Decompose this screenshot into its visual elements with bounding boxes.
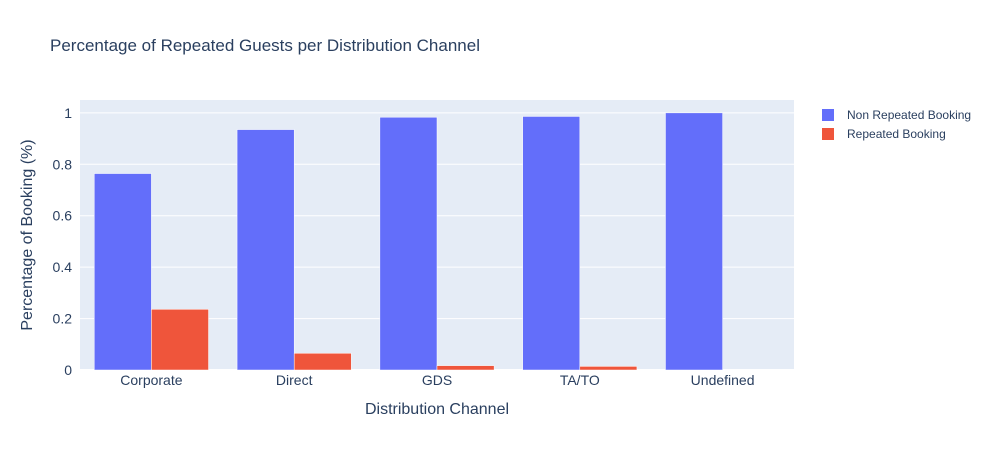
bar-non-repeated-booking-undefined[interactable] — [665, 112, 723, 371]
y-tick-label: 0.6 — [53, 208, 73, 224]
x-tick-label: GDS — [422, 372, 452, 388]
y-tick-label: 0.8 — [53, 156, 73, 172]
x-tick-label: Direct — [276, 372, 313, 388]
chart-title: Percentage of Repeated Guests per Distri… — [50, 36, 480, 55]
bar-repeated-booking-gds[interactable] — [436, 365, 495, 371]
legend[interactable]: Non Repeated Booking Repeated Booking — [822, 108, 971, 141]
legend-swatch[interactable] — [822, 128, 834, 140]
legend-label[interactable]: Non Repeated Booking — [847, 108, 971, 122]
bar-repeated-booking-direct[interactable] — [293, 353, 352, 371]
bar-non-repeated-booking-ta-to[interactable] — [522, 116, 581, 371]
legend-label[interactable]: Repeated Booking — [847, 127, 946, 141]
x-axis-ticks: Corporate Direct GDS TA/TO Undefined — [120, 372, 754, 388]
bars — [94, 112, 723, 371]
legend-swatch[interactable] — [822, 109, 834, 121]
bar-non-repeated-booking-gds[interactable] — [379, 116, 438, 371]
y-axis-title: Percentage of Booking (%) — [19, 139, 36, 330]
bar-repeated-booking-corporate[interactable] — [151, 309, 209, 371]
bar-non-repeated-booking-corporate[interactable] — [94, 173, 152, 371]
bar-non-repeated-booking-direct[interactable] — [236, 129, 295, 371]
x-tick-label: Undefined — [691, 372, 755, 388]
y-tick-label: 0.2 — [53, 311, 73, 327]
x-tick-label: Corporate — [120, 372, 182, 388]
bar-repeated-booking-ta-to[interactable] — [579, 366, 638, 371]
y-axis-ticks: 0 0.2 0.4 0.6 0.8 1 — [53, 105, 73, 378]
x-tick-label: TA/TO — [560, 372, 600, 388]
y-tick-label: 0 — [64, 362, 72, 378]
y-tick-label: 0.4 — [53, 259, 73, 275]
y-tick-label: 1 — [64, 105, 72, 121]
x-axis-title: Distribution Channel — [365, 401, 509, 418]
